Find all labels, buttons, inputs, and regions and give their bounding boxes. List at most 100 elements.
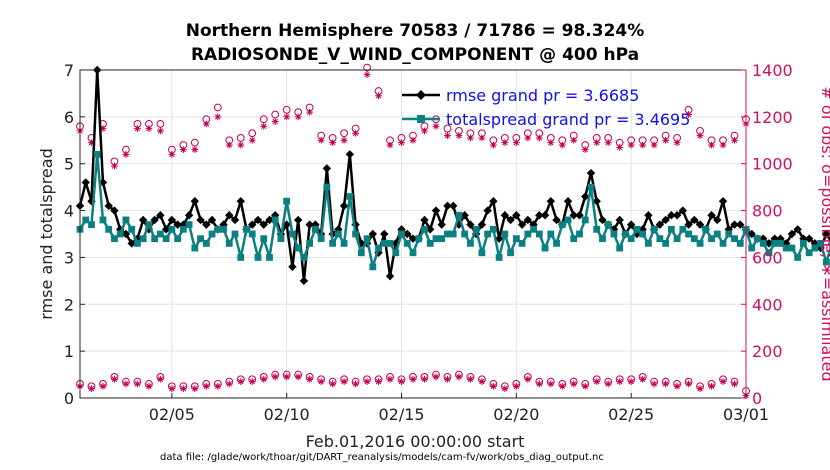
rmse-point — [730, 220, 739, 229]
rmse-point — [426, 225, 435, 234]
rmse-point — [368, 229, 378, 239]
totalspread-point — [627, 235, 635, 243]
obs-assimilated-marker — [248, 136, 256, 144]
totalspread-point — [191, 244, 199, 252]
obs-possible-marker — [363, 63, 371, 72]
rmse-point — [793, 225, 802, 234]
totalspread-point — [271, 216, 279, 224]
totalspread-point — [426, 239, 434, 247]
totalspread-point — [185, 221, 193, 229]
rmse-point — [431, 206, 441, 215]
rmse-point — [535, 211, 544, 220]
totalspread-point — [369, 263, 377, 271]
totalspread-point — [702, 225, 710, 233]
obs-assimilated-marker — [685, 380, 692, 388]
totalspread-point — [202, 239, 210, 247]
totalspread-point — [765, 249, 773, 257]
totalspread-point — [576, 230, 583, 238]
rmse-point — [184, 211, 194, 220]
obs-assimilated-marker — [409, 136, 417, 144]
rmse-point — [150, 215, 159, 225]
rmse-point — [810, 239, 820, 248]
obs-assimilated-marker — [248, 378, 256, 385]
obs-assimilated-marker — [673, 139, 681, 147]
totalspread-point — [122, 216, 130, 224]
totalspread-point — [484, 230, 492, 238]
obs-assimilated-marker — [432, 122, 440, 130]
obs-assimilated-marker — [604, 380, 612, 388]
totalspread-point — [214, 225, 222, 233]
obs-assimilated-marker — [260, 122, 268, 130]
rmse-point — [615, 215, 624, 225]
obs-assimilated-marker — [202, 120, 210, 128]
totalspread-point — [289, 230, 296, 238]
totalspread-point — [524, 230, 532, 238]
rmse-point — [437, 220, 446, 229]
rmse-point — [466, 220, 475, 229]
obs-assimilated-marker — [535, 134, 543, 142]
totalspread-point — [237, 254, 245, 261]
totalspread-point — [794, 254, 802, 261]
totalspread-point — [340, 239, 348, 247]
rmse-point — [127, 239, 136, 248]
totalspread-point — [179, 225, 187, 233]
rmse-point — [259, 220, 268, 229]
rmse-point — [190, 197, 200, 206]
obs-assimilated-marker — [111, 162, 118, 170]
obs-assimilated-marker — [489, 382, 497, 390]
obs-assimilated-marker — [455, 132, 463, 139]
obs-assimilated-marker — [317, 378, 325, 385]
obs-assimilated-marker — [191, 385, 199, 393]
totalspread-point — [93, 150, 101, 158]
obs-assimilated-marker — [260, 375, 268, 383]
rmse-point — [345, 150, 355, 159]
obs-possible-marker — [443, 124, 452, 133]
legend-label-rmse: rmse grand pr = 3.6685 — [446, 86, 639, 105]
obs-assimilated-marker — [478, 134, 486, 142]
obs-assimilated-marker — [168, 385, 176, 393]
totalspread-point — [489, 225, 497, 233]
obs-assimilated-marker — [719, 141, 727, 149]
obs-assimilated-marker — [489, 141, 497, 149]
legend-label-totalspread: totalspread grand pr = 3.4695 — [446, 110, 690, 129]
x-tick-label: 02/05 — [149, 405, 195, 424]
obs-assimilated-marker — [662, 380, 670, 388]
totalspread-point — [449, 230, 457, 238]
totalspread-point — [564, 216, 572, 224]
rmse-point — [156, 211, 165, 220]
rmse-point — [592, 197, 601, 206]
totalspread-point — [782, 244, 790, 252]
totalspread-point — [300, 254, 308, 261]
totalspread-point — [82, 216, 90, 224]
totalspread-point — [535, 230, 543, 238]
data-file-footer: data file: /glade/work/thoar/git/DART_re… — [160, 452, 604, 463]
rmse-point — [230, 215, 240, 225]
totalspread-point — [501, 230, 509, 238]
obs-assimilated-marker — [352, 129, 359, 137]
obs-assimilated-marker — [271, 373, 279, 381]
rmse-point — [207, 215, 217, 225]
totalspread-point — [817, 239, 825, 247]
obs-assimilated-marker — [421, 127, 428, 135]
obs-assimilated-marker — [145, 382, 153, 390]
rmse-point — [512, 211, 521, 220]
obs-assimilated-marker — [478, 378, 486, 385]
obs-possible-marker — [190, 138, 199, 147]
rmse-point — [575, 211, 584, 220]
obs-assimilated-marker — [432, 373, 440, 381]
totalspread-point — [593, 225, 601, 233]
y-right-tick-label: 800 — [752, 202, 783, 221]
totalspread-point — [731, 235, 738, 243]
y-tick-label: 5 — [64, 155, 74, 174]
totalspread-point — [243, 225, 250, 233]
totalspread-point — [461, 230, 469, 238]
totalspread-point — [329, 239, 337, 247]
chart-subtitle: RADIOSONDE_V_WIND_COMPONENT @ 400 hPa — [191, 45, 639, 65]
y-tick-label: 0 — [64, 389, 74, 408]
obs-assimilated-marker — [386, 375, 394, 383]
obs-possible-marker — [248, 129, 257, 138]
totalspread-point — [254, 254, 262, 261]
rmse-point — [586, 168, 596, 178]
y-axis-label: rmse and totalspread — [37, 148, 56, 319]
obs-assimilated-marker — [593, 378, 601, 385]
